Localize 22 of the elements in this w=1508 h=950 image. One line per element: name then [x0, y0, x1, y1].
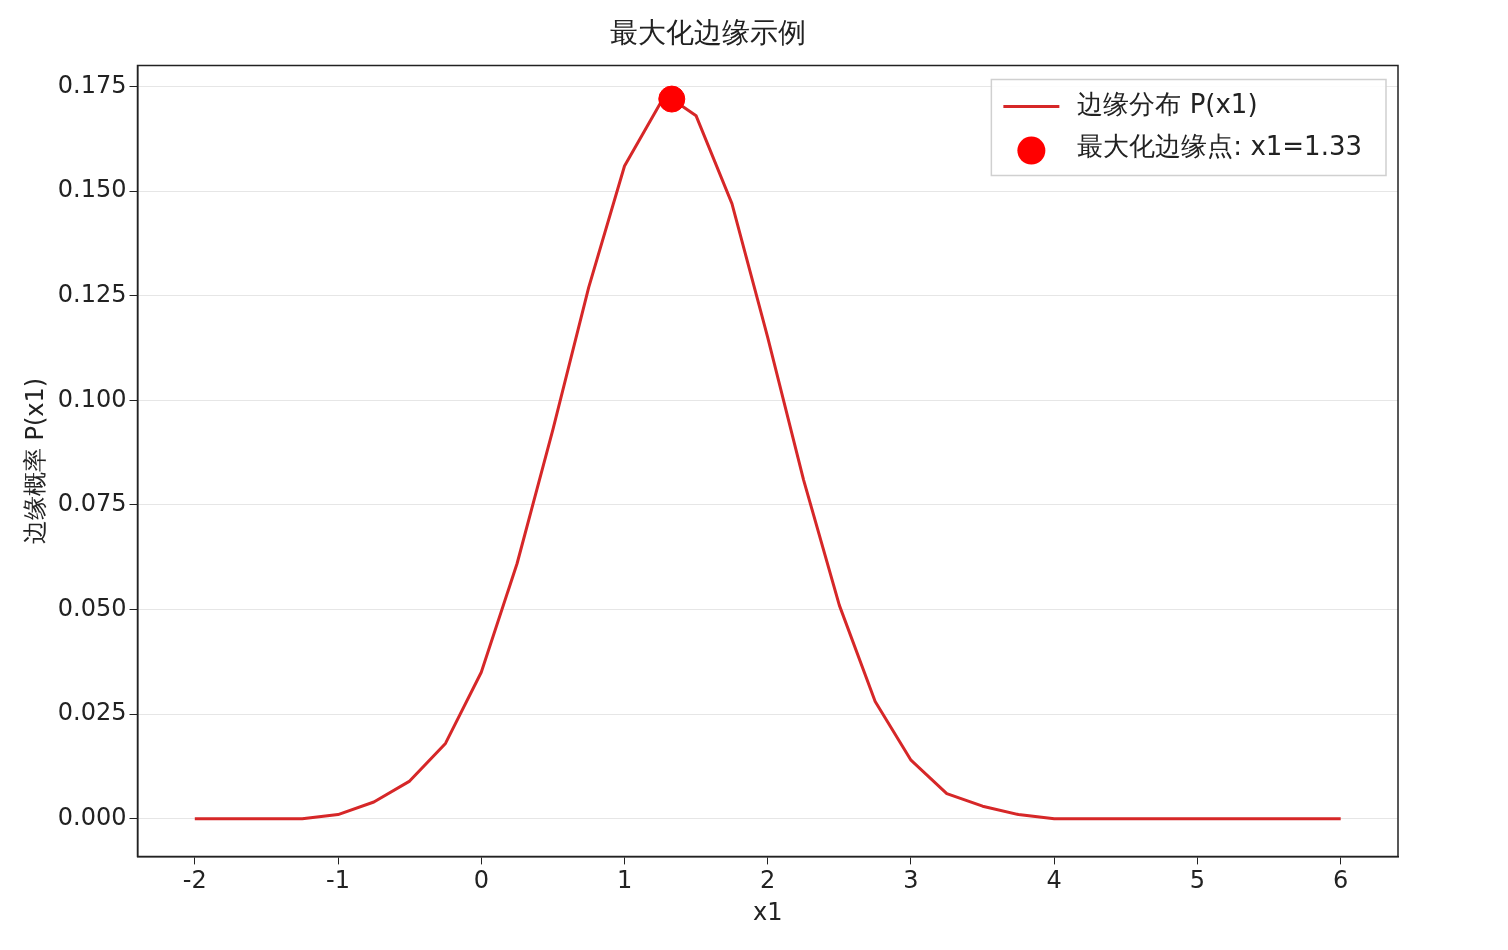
y-tick-label: 0.025 [57, 698, 127, 727]
x-tick-label: 6 [1333, 866, 1349, 895]
x-tick-label: 1 [616, 866, 633, 895]
legend-label: 最大化边缘点: x1=1.33 [1077, 131, 1363, 162]
x-axis-title: x1 [753, 897, 783, 926]
x-tick-label: 0 [473, 866, 489, 895]
y-tick-label: 0.050 [57, 593, 127, 622]
x-tick-label: 3 [903, 866, 919, 895]
y-tick-label: 0.175 [57, 70, 127, 99]
y-tick-label: 0.125 [57, 279, 127, 308]
y-axis-title: 边缘概率 P(x1) [20, 377, 49, 545]
y-tick-label: 0.150 [57, 175, 127, 204]
x-tick-label: -1 [326, 866, 351, 895]
chart-title: 最大化边缘示例 [610, 16, 806, 50]
x-tick-label: 4 [1046, 866, 1062, 895]
y-tick-label: 0.000 [57, 802, 127, 831]
x-tick-label: 5 [1189, 866, 1206, 895]
y-tick-label: 0.075 [57, 489, 127, 518]
x-tick-label: 2 [760, 866, 776, 895]
y-tick-label: 0.100 [57, 384, 127, 413]
x-tick-label: -2 [182, 866, 207, 895]
legend-label: 边缘分布 P(x1) [1077, 89, 1258, 120]
